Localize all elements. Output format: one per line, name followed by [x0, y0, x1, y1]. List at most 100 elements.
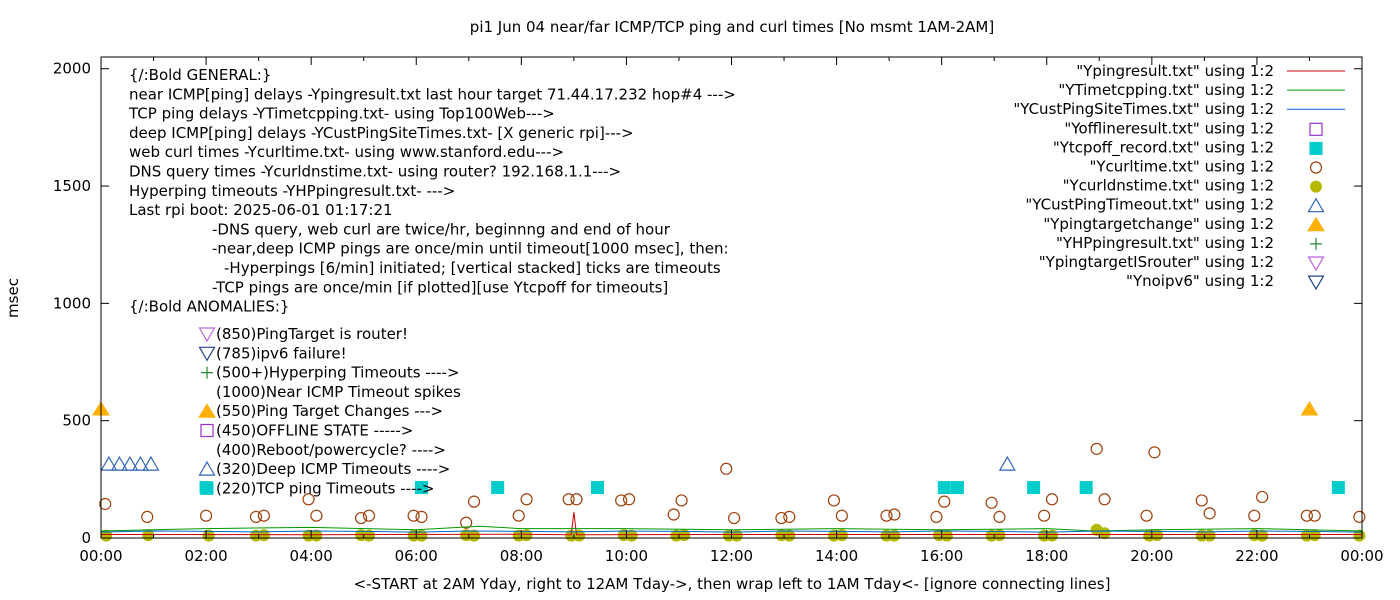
point-ytcpoff-record-txt	[415, 481, 429, 495]
point-ycurltime-txt	[415, 510, 428, 523]
point-ycurltime-txt	[720, 462, 733, 475]
point-ytcpoff-record-txt	[491, 481, 505, 495]
point-ycurltime-txt	[1256, 490, 1269, 504]
legend-label: "YTimetcpping.txt" using 1:2	[1058, 81, 1274, 99]
point-ytcpoff-record-txt	[1331, 481, 1345, 495]
point-ycurltime-txt	[622, 493, 636, 506]
point-ycurltime-txt	[615, 494, 628, 507]
legend-label: "YpingtargetISrouter" using 1:2	[1039, 253, 1274, 271]
point-ycurldnstime-txt	[1256, 529, 1269, 542]
point-ycurltime-txt	[938, 495, 951, 508]
point-ycustpingtimeout-txt	[100, 455, 118, 471]
y-tick-label: 2000	[53, 60, 91, 78]
anomaly-key-symbol	[198, 403, 216, 418]
legend-label: "Ycurltime.txt" using 1:2	[1089, 158, 1274, 176]
point-ycurltime-txt	[835, 509, 848, 522]
legend-label: "Yofflineresult.txt" using 1:2	[1064, 119, 1274, 137]
anomaly-key-symbol	[201, 366, 213, 379]
point-ycurltime-txt	[1038, 509, 1051, 522]
anomaly-key-label: (785)ipv6 failure!	[216, 344, 347, 362]
point-ycurldnstime-txt	[783, 529, 796, 542]
y-tick-label: 500	[62, 412, 91, 430]
annotation-line: -Hyperpings [6/min] initiated; [vertical…	[224, 259, 721, 277]
point-ycurltime-txt	[728, 511, 741, 525]
anomaly-key-symbol	[198, 460, 216, 476]
x-tick-label: 18:00	[1025, 547, 1068, 565]
anomaly-key-label: (320)Deep ICMP Timeouts ---->	[216, 460, 450, 478]
point-ycurldnstime-txt	[940, 529, 953, 542]
anomaly-key-symbol	[200, 481, 214, 495]
annotation-line: -near,deep ICMP pings are once/min until…	[212, 240, 729, 258]
point-ycurltime-txt	[775, 511, 788, 525]
legend-label: "Ytcpoff_record.txt" using 1:2	[1053, 138, 1274, 157]
x-tick-label: 16:00	[920, 547, 963, 565]
point-ytcpoff-record-txt	[1079, 481, 1093, 495]
point-ycurltime-txt	[141, 510, 154, 523]
point-ycurltime-txt	[310, 509, 323, 522]
x-tick-label: 04:00	[290, 547, 333, 565]
point-ycurltime-txt	[675, 494, 688, 507]
anomaly-key-label: (850)PingTarget is router!	[216, 325, 408, 343]
anomaly-key-label: (220)TCP ping Timeouts ---->	[216, 479, 434, 497]
chart-title: pi1 Jun 04 near/far ICMP/TCP ping and cu…	[470, 18, 994, 36]
point-ycurldnstime-txt	[310, 529, 323, 542]
legend-swatch	[1309, 161, 1323, 174]
point-ycurltime-txt	[570, 493, 583, 506]
legend-swatch	[1307, 216, 1325, 232]
point-ycurltime-txt	[1203, 507, 1216, 520]
legend-swatch	[1310, 237, 1322, 250]
anomaly-key-label: (500+)Hyperping Timeouts ---->	[216, 364, 460, 382]
legend-label: "Ypingresult.txt" using 1:2	[1076, 62, 1274, 80]
x-axis-label: <-START at 2AM Yday, right to 12AM Tday-…	[354, 575, 1111, 593]
y-tick-label: 1000	[53, 294, 91, 312]
point-ycurltime-txt	[1248, 509, 1261, 522]
legend-label: "YHPpingresult.txt" using 1:2	[1056, 234, 1274, 252]
legend-swatch	[1307, 256, 1325, 272]
point-ycurltime-txt	[1090, 442, 1103, 455]
point-ycurltime-txt	[985, 496, 998, 509]
point-ycustpingtimeout-txt	[998, 455, 1016, 471]
legend-label: "Ypingtargetchange" using 1:2	[1043, 215, 1274, 233]
point-ycustpingtimeout-txt	[121, 455, 139, 471]
point-ytcpoff-record-txt	[950, 481, 964, 495]
point-ycurltime-txt	[930, 510, 943, 523]
point-ytcpoff-record-txt	[591, 481, 605, 495]
annotation-line: -TCP pings are once/min [if plotted][use…	[212, 278, 668, 296]
legend-swatch	[1307, 275, 1325, 291]
point-ycurltime-txt	[520, 493, 533, 506]
x-tick-label: 02:00	[184, 547, 227, 565]
annotation-line: {/:Bold ANOMALIES:}	[129, 298, 289, 316]
point-ycurltime-txt	[362, 509, 376, 522]
point-ycurltime-txt	[354, 511, 368, 525]
y-tick-label: 1500	[53, 177, 91, 195]
point-ycurltime-txt	[249, 510, 263, 523]
x-tick-label: 00:00	[79, 547, 122, 565]
point-ycurltime-txt	[783, 510, 796, 523]
y-tick-label: 0	[81, 529, 91, 547]
point-ycurltime-txt	[467, 495, 481, 508]
point-ycurltime-txt	[1140, 509, 1153, 522]
point-ycurltime-txt	[1098, 493, 1111, 506]
point-ycurldnstime-txt	[625, 529, 638, 542]
annotation-line: -DNS query, web curl are twice/hr, begin…	[212, 220, 671, 238]
point-ytcpoff-record-txt	[937, 481, 951, 495]
point-ycurltime-txt	[562, 493, 575, 506]
annotation-line: TCP ping delays -YTimetcpping.txt- using…	[128, 105, 555, 123]
legend-swatch	[1309, 122, 1323, 136]
point-ycurltime-txt	[1195, 494, 1208, 507]
annotation-line: Hyperping timeouts -YHPpingresult.txt- -…	[129, 182, 455, 200]
anomaly-key-symbol	[198, 327, 216, 343]
series-line-ytimetcpping-txt	[100, 525, 1363, 532]
point-ycurltime-txt	[888, 508, 901, 521]
point-ycurltime-txt	[993, 510, 1006, 523]
x-tick-label: 12:00	[710, 547, 753, 565]
point-ycurltime-txt	[302, 493, 315, 506]
point-ycustpingtimeout-txt	[131, 455, 149, 471]
annotation-line: Last rpi boot: 2025-06-01 01:17:21	[129, 201, 393, 219]
point-ycurltime-txt	[1045, 493, 1059, 506]
x-tick-label: 10:00	[605, 547, 648, 565]
annotation-line: DNS query times -Ycurldnstime.txt- using…	[129, 163, 621, 181]
point-ypingtargetchange	[1300, 400, 1319, 416]
legend-label: "YCustPingTimeout.txt" using 1:2	[1025, 196, 1274, 214]
